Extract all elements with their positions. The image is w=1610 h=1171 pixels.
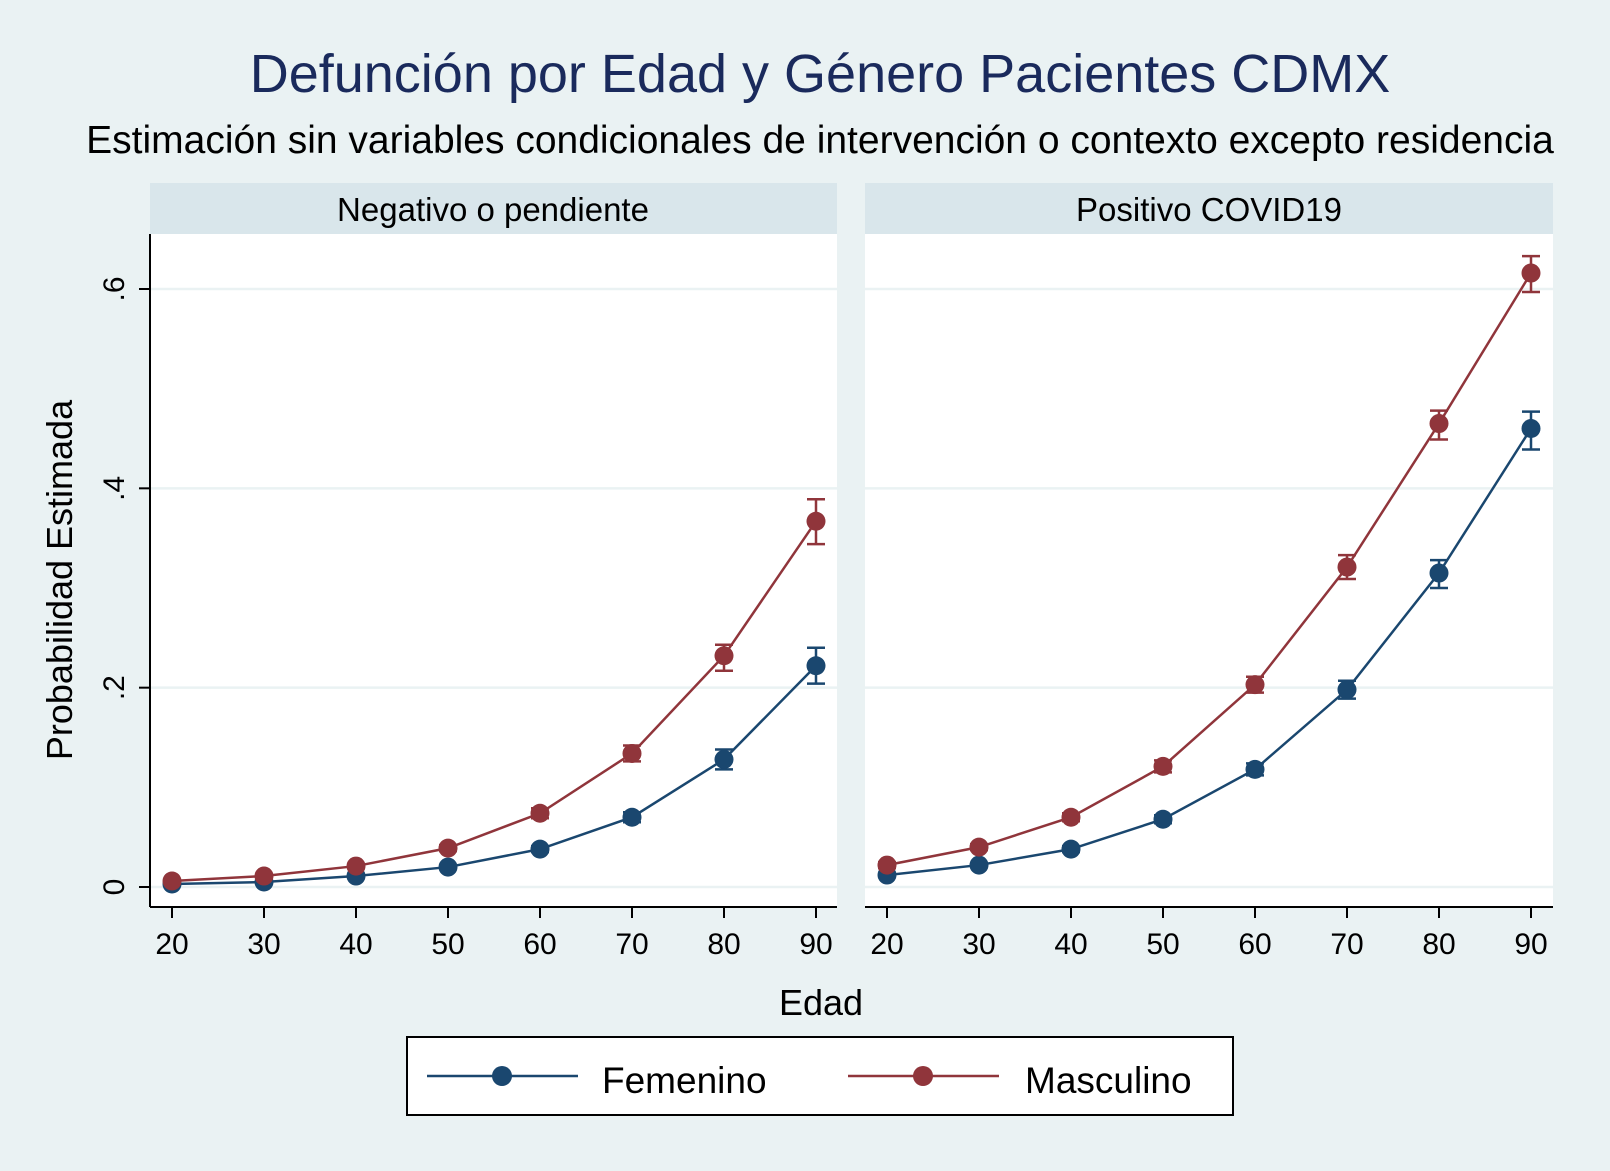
chart-subtitle: Estimación sin variables condicionales d… — [86, 119, 1554, 162]
y-tick-label: 0 — [98, 879, 131, 896]
x-axis-label: Edad — [779, 982, 863, 1023]
x-tick-label: 90 — [1514, 928, 1547, 961]
data-point-masculino — [1337, 557, 1357, 577]
data-point-femenino — [438, 857, 458, 877]
y-tick-label: .2 — [98, 675, 131, 700]
x-tick-label: 40 — [339, 928, 372, 961]
legend-femenino-label: Femenino — [602, 1060, 767, 1101]
y-axis: 0 .2 .4 .6 — [98, 234, 151, 907]
legend-masculino-label: Masculino — [1025, 1060, 1192, 1101]
x-tick-label: 60 — [1238, 928, 1271, 961]
data-point-masculino — [346, 856, 366, 876]
data-point-masculino — [254, 866, 274, 886]
panel-left: Negativo o pendiente 20 30 40 50 60 70 80 90 — [150, 183, 837, 961]
data-point-masculino — [877, 855, 897, 875]
data-point-masculino — [1521, 263, 1541, 283]
x-tick-label: 40 — [1054, 928, 1087, 961]
data-point-femenino — [1061, 839, 1081, 859]
x-tick-label: 20 — [155, 928, 188, 961]
data-point-masculino — [1245, 675, 1265, 695]
data-point-masculino — [622, 743, 642, 763]
y-tick-label: .6 — [98, 276, 131, 301]
panel-left-plot-area — [150, 234, 837, 907]
data-point-masculino — [1429, 414, 1449, 434]
x-tick-label: 50 — [1146, 928, 1179, 961]
panel-right: Positivo COVID19 20 30 40 50 60 70 80 90 — [865, 183, 1553, 961]
x-tick-label: 30 — [247, 928, 280, 961]
legend: Femenino Masculino — [406, 1036, 1234, 1116]
data-point-femenino — [530, 839, 550, 859]
chart-title: Defunción por Edad y Género Pacientes CD… — [250, 44, 1391, 104]
x-tick-label: 90 — [799, 928, 832, 961]
panel-left-strip — [150, 183, 837, 234]
x-tick-label: 60 — [523, 928, 556, 961]
panel-right-strip — [865, 183, 1553, 234]
data-point-masculino — [714, 646, 734, 666]
data-point-femenino — [1153, 809, 1173, 829]
x-tick-label: 20 — [870, 928, 903, 961]
data-point-masculino — [162, 871, 182, 891]
data-point-masculino — [438, 838, 458, 858]
series-line-femenino — [171, 664, 817, 886]
data-point-masculino — [806, 511, 826, 531]
data-point-femenino — [622, 807, 642, 827]
x-tick-label: 70 — [615, 928, 648, 961]
panel-right-label: Positivo COVID19 — [1076, 191, 1342, 228]
data-point-femenino — [1521, 419, 1541, 439]
legend-femenino-marker — [492, 1066, 512, 1086]
panel-left-label: Negativo o pendiente — [337, 191, 649, 228]
data-point-masculino — [1153, 756, 1173, 776]
panel-right-plot-area — [865, 234, 1553, 907]
x-tick-label: 70 — [1330, 928, 1363, 961]
x-tick-label: 80 — [1422, 928, 1455, 961]
data-point-femenino — [969, 855, 989, 875]
data-point-femenino — [1337, 680, 1357, 700]
series-line-masculino — [171, 520, 818, 883]
data-point-femenino — [1429, 563, 1449, 583]
series-line-masculino — [886, 272, 1533, 867]
legend-masculino-marker — [913, 1066, 933, 1086]
data-point-femenino — [714, 749, 734, 769]
data-point-masculino — [969, 837, 989, 857]
y-tick-label: .4 — [98, 476, 131, 501]
data-point-femenino — [806, 656, 826, 676]
x-tick-label: 30 — [962, 928, 995, 961]
x-tick-label: 50 — [431, 928, 464, 961]
data-point-femenino — [1245, 759, 1265, 779]
data-point-masculino — [530, 803, 550, 823]
series-line-femenino — [886, 427, 1533, 877]
data-point-masculino — [1061, 807, 1081, 827]
x-tick-label: 80 — [707, 928, 740, 961]
y-axis-label: Probabilidad Estimada — [39, 399, 80, 760]
